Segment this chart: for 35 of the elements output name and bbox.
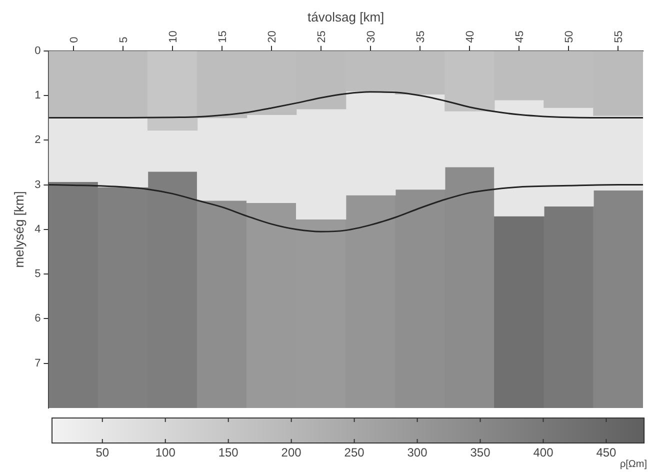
x-tick-label: 55 bbox=[613, 30, 626, 43]
y-axis-title: melység [km] bbox=[11, 191, 26, 268]
y-tick-label: 4 bbox=[34, 223, 41, 236]
y-tick-label: 5 bbox=[34, 268, 41, 280]
color-bar-label: 200 bbox=[281, 445, 302, 460]
color-bar-label: 250 bbox=[344, 445, 365, 460]
y-tick-label: 1 bbox=[34, 90, 41, 102]
y-tick-label: 2 bbox=[34, 134, 41, 146]
color-bar-label: 50 bbox=[96, 445, 110, 460]
color-bar-label: 400 bbox=[533, 445, 554, 460]
x-axis-title: távolsag [km] bbox=[308, 9, 384, 24]
x-tick-label: 35 bbox=[414, 30, 427, 43]
color-bar-label: 450 bbox=[596, 445, 617, 460]
y-tick-label: 7 bbox=[34, 357, 41, 370]
x-tick-label: 30 bbox=[365, 30, 378, 43]
color-bar-label: 150 bbox=[218, 445, 239, 460]
y-tick-label: 6 bbox=[34, 312, 41, 325]
x-tick-label: 45 bbox=[514, 30, 526, 43]
line-series bbox=[48, 91, 643, 119]
color-bar-label: 300 bbox=[407, 445, 428, 460]
x-tick-label: 5 bbox=[118, 36, 130, 43]
y-tick-label: 3 bbox=[34, 178, 41, 191]
bar bbox=[593, 190, 643, 408]
color-bar-label: 350 bbox=[470, 445, 491, 460]
x-tick-label: 10 bbox=[167, 30, 180, 43]
x-tick-label: 25 bbox=[316, 30, 328, 43]
x-tick-label: 50 bbox=[564, 30, 576, 43]
y-tick-label: 0 bbox=[34, 44, 41, 57]
x-tick-label: 0 bbox=[68, 36, 80, 43]
x-tick-label: 15 bbox=[216, 30, 229, 43]
x-tick-label: 40 bbox=[464, 30, 476, 43]
line-series bbox=[48, 184, 643, 232]
color-bar-title: ρ[Ωm] bbox=[620, 458, 648, 470]
color-bar-label: 100 bbox=[155, 445, 176, 460]
x-tick-label: 20 bbox=[266, 30, 278, 43]
